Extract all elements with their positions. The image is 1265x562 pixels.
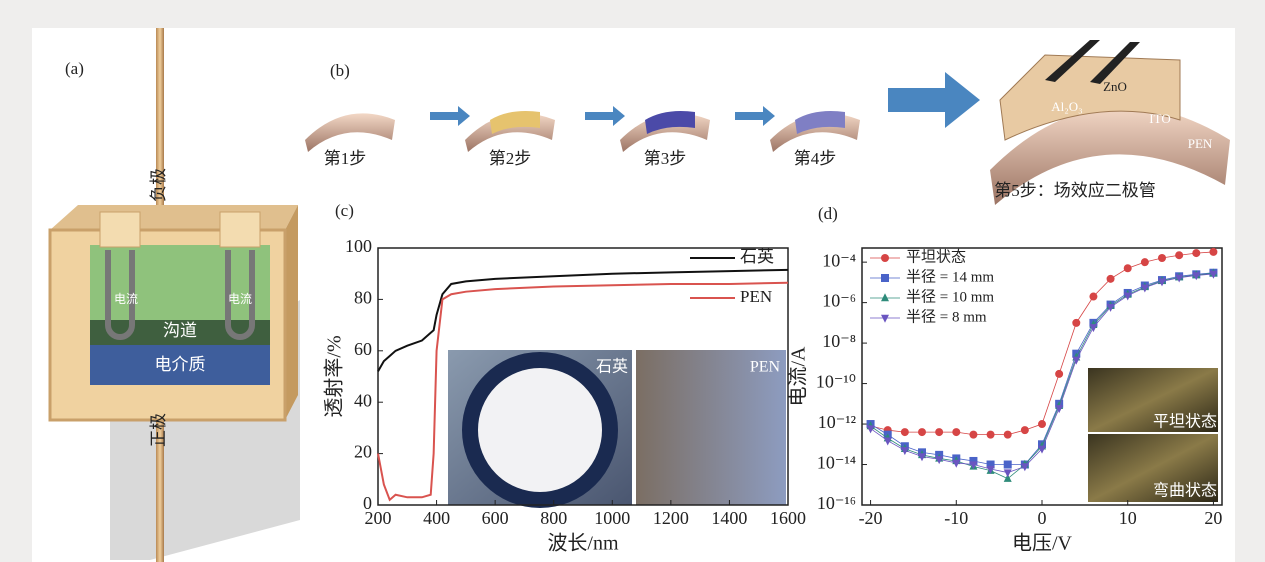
data-point [1021, 426, 1029, 434]
legend-label: 石英 [740, 247, 774, 266]
data-point [952, 428, 960, 436]
legend-marker [881, 254, 889, 262]
x-axis-label: 电压/V [1012, 532, 1073, 555]
x-tick-label: 0 [1038, 508, 1047, 528]
legend-marker [881, 274, 889, 282]
clamp-left [100, 212, 140, 247]
data-point [969, 431, 977, 439]
x-tick-label: 20 [1204, 508, 1222, 528]
box-top [50, 205, 298, 230]
x-tick-label: 600 [482, 508, 509, 528]
data-point [1107, 275, 1115, 283]
box-side [285, 205, 298, 420]
step-label: 第4步 [794, 149, 837, 168]
y-tick-label: 10⁻¹⁰ [816, 372, 856, 392]
x-tick-label: 400 [423, 508, 450, 528]
y-tick-label: 80 [354, 288, 372, 308]
data-point [1072, 319, 1080, 327]
data-point [1192, 249, 1200, 257]
y-tick-label: 100 [345, 236, 372, 256]
x-tick-label: 1400 [711, 508, 747, 528]
layer-label: PEN [1188, 136, 1213, 151]
panel-label: (c) [335, 201, 354, 220]
data-point [935, 428, 943, 436]
inset-logo [470, 360, 610, 500]
y-tick-label: 10⁻¹⁶ [817, 493, 856, 513]
step-label: 第5步：场效应二极管 [994, 181, 1156, 200]
data-point [1055, 370, 1063, 378]
x-tick-label: 1200 [653, 508, 689, 528]
step-label: 第1步 [324, 149, 367, 168]
data-point [1209, 248, 1217, 256]
data-point [918, 428, 926, 436]
electrode-label: 负极 [149, 168, 168, 202]
y-tick-label: 40 [354, 390, 372, 410]
inset-label: 弯曲状态 [1153, 482, 1217, 500]
legend-label: 半径 = 14 mm [906, 268, 994, 285]
data-point [1175, 251, 1183, 259]
y-axis-label: 电流/A [787, 346, 810, 407]
layer-label: ZnO [1103, 79, 1127, 94]
x-tick-label: 800 [540, 508, 567, 528]
data-point [987, 431, 995, 439]
data-point [1089, 293, 1097, 301]
y-tick-label: 10⁻⁴ [822, 250, 856, 270]
x-axis-label: 波长/nm [547, 532, 619, 555]
y-axis-label: 透射率/% [323, 335, 346, 417]
step-label: 第3步 [644, 149, 687, 168]
legend-label: 平坦状态 [906, 248, 966, 265]
panel-label: (d) [818, 204, 838, 223]
data-point [1141, 258, 1149, 266]
electrode-label: 正极 [149, 413, 168, 447]
x-tick-label: -10 [944, 508, 968, 528]
inset-label: 石英 [596, 358, 628, 376]
data-point [1158, 254, 1166, 262]
x-tick-label: 1000 [594, 508, 630, 528]
legend-label: PEN [740, 287, 772, 306]
data-point [901, 428, 909, 436]
y-tick-label: 10⁻⁶ [822, 291, 856, 311]
clamp-right [220, 212, 260, 247]
y-tick-label: 20 [354, 442, 372, 462]
panel-label: (b) [330, 61, 350, 80]
layer-label: ITO [1149, 111, 1170, 126]
layer-label: Al₂O₃ [1051, 99, 1082, 114]
active-layer [90, 245, 270, 320]
y-tick-label: 0 [363, 493, 372, 513]
layer-label: 电介质 [155, 355, 206, 374]
legend-label: 半径 = 10 mm [906, 288, 994, 305]
layer-label: 沟道 [163, 321, 197, 340]
y-tick-label: 10⁻¹⁴ [817, 453, 856, 473]
data-point [1004, 431, 1012, 439]
inset-label: PEN [750, 359, 781, 376]
data-point [1004, 461, 1012, 469]
y-tick-label: 60 [354, 339, 372, 359]
data-point [1038, 420, 1046, 428]
current-label: 电流 [114, 292, 138, 306]
legend-label: 半径 = 8 mm [906, 308, 987, 325]
page: (a) 负极 正极 电流 电流 沟道 电介质 (b) 第1步 第2步 第3步 第… [0, 0, 1265, 562]
y-tick-label: 10⁻¹² [818, 412, 856, 432]
figure: (a) 负极 正极 电流 电流 沟道 电介质 (b) 第1步 第2步 第3步 第… [0, 0, 1265, 562]
panel-label: (a) [65, 59, 84, 78]
inset-label: 平坦状态 [1153, 413, 1217, 431]
step-label: 第2步 [489, 149, 532, 168]
x-tick-label: 1600 [770, 508, 806, 528]
x-tick-label: 10 [1119, 508, 1137, 528]
data-point [1124, 264, 1132, 272]
y-tick-label: 10⁻⁸ [822, 331, 856, 351]
current-label: 电流 [228, 292, 252, 306]
x-tick-label: -20 [859, 508, 883, 528]
